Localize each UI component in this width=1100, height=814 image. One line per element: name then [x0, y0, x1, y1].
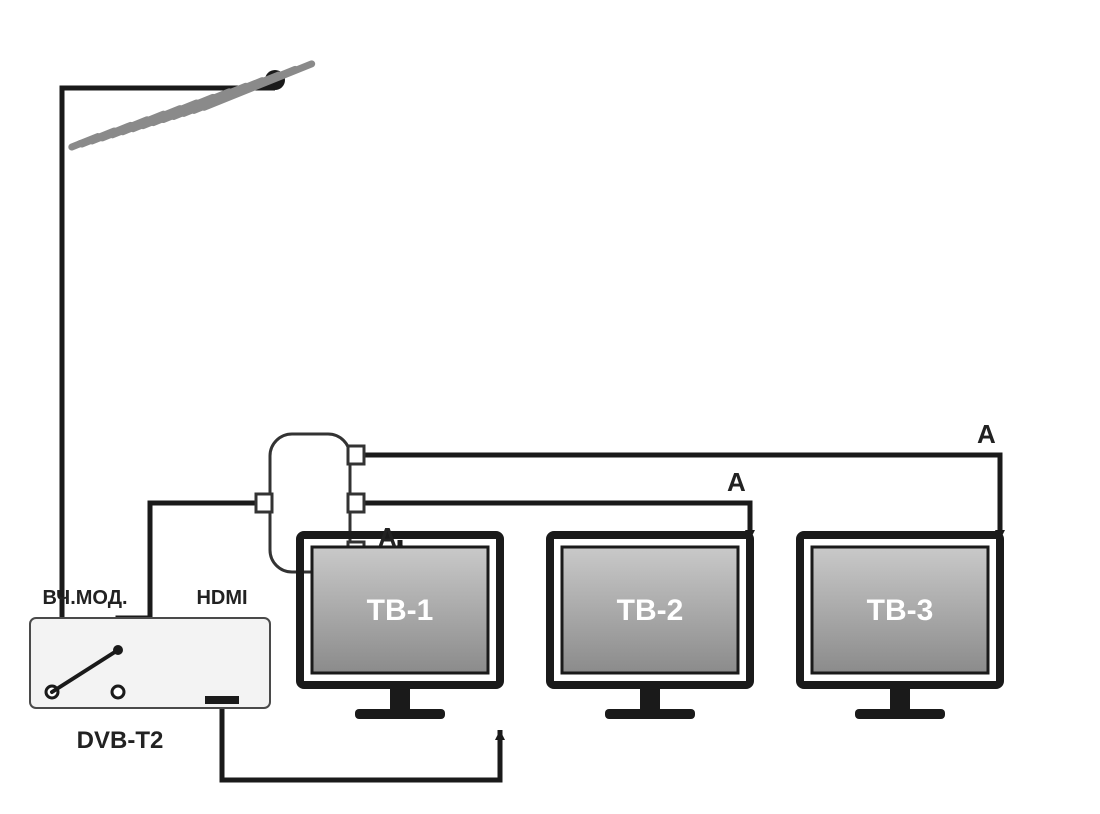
televisions: ТВ-1 ТВ-2 ТВ-3 — [300, 535, 1000, 719]
tv-label-1: ТВ-1 — [367, 594, 434, 627]
tv-label-2: ТВ-2 — [617, 594, 684, 627]
line-a-label-3: A — [977, 419, 996, 449]
hdmi-port — [205, 696, 239, 704]
rf-mod-label: ВЧ.МОД. — [42, 587, 127, 609]
tv-1: ТВ-1 — [300, 535, 500, 719]
dvb-t2-label: DVB-T2 — [77, 727, 164, 754]
dvb-t2-receiver — [30, 618, 270, 708]
line-a-label-1: A — [378, 522, 397, 552]
receiver-box — [30, 618, 270, 708]
wiring-diagram: ТВ-1 ТВ-2 ТВ-3 ВЧ.МОД. HDMI DVB-T2 A A A — [0, 0, 1100, 814]
antenna — [72, 64, 312, 147]
tv-2: ТВ-2 — [550, 535, 750, 719]
line-a-label-2: A — [727, 467, 746, 497]
tv-label-3: ТВ-3 — [867, 594, 934, 627]
hdmi-label: HDMI — [196, 587, 247, 609]
tv-3: ТВ-3 — [800, 535, 1000, 719]
